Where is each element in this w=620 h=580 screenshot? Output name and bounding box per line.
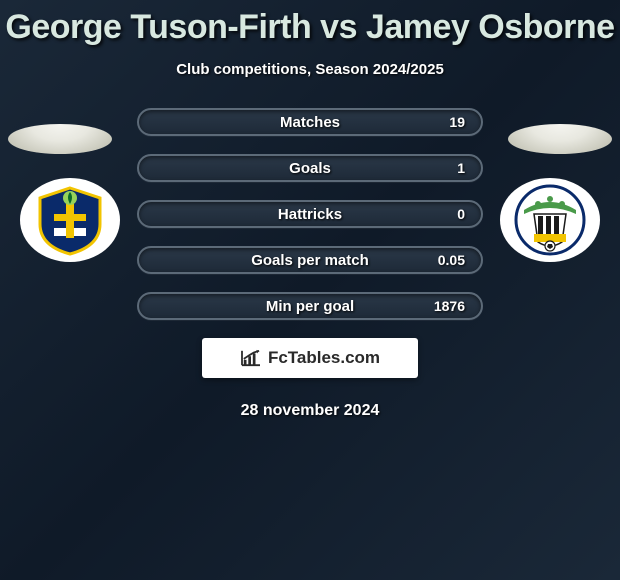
- stat-label: Goals: [289, 160, 331, 177]
- stat-bar-hattricks: Hattricks 0: [137, 200, 483, 228]
- page-title: George Tuson-Firth vs Jamey Osborne: [0, 8, 620, 47]
- brand-chart-icon: [240, 349, 262, 367]
- crest-right-svg: [510, 184, 590, 256]
- stat-bar-matches: Matches 19: [137, 108, 483, 136]
- player-placeholder-right: [508, 124, 612, 154]
- stats-list: Matches 19 Goals 1 Hattricks 0 Goals per…: [137, 108, 483, 320]
- comparison-card: George Tuson-Firth vs Jamey Osborne Club…: [0, 0, 620, 420]
- brand-box[interactable]: FcTables.com: [202, 338, 418, 378]
- stat-label: Matches: [280, 114, 340, 131]
- stat-label: Goals per match: [251, 252, 369, 269]
- stat-label: Min per goal: [266, 298, 354, 315]
- stat-label: Hattricks: [278, 206, 342, 223]
- stat-value-right: 19: [449, 114, 465, 130]
- stat-value-right: 1876: [434, 298, 465, 314]
- brand-text: FcTables.com: [268, 348, 380, 368]
- subtitle: Club competitions, Season 2024/2025: [0, 61, 620, 78]
- stat-bar-goals-per-match: Goals per match 0.05: [137, 246, 483, 274]
- stat-value-right: 0.05: [438, 252, 465, 268]
- stat-value-right: 1: [457, 160, 465, 176]
- stat-bar-min-per-goal: Min per goal 1876: [137, 292, 483, 320]
- date-line: 28 november 2024: [0, 402, 620, 420]
- club-crest-left: [20, 178, 120, 262]
- stat-bar-goals: Goals 1: [137, 154, 483, 182]
- crest-left-svg: [30, 184, 110, 256]
- club-crest-right: [500, 178, 600, 262]
- player-placeholder-left: [8, 124, 112, 154]
- stat-value-right: 0: [457, 206, 465, 222]
